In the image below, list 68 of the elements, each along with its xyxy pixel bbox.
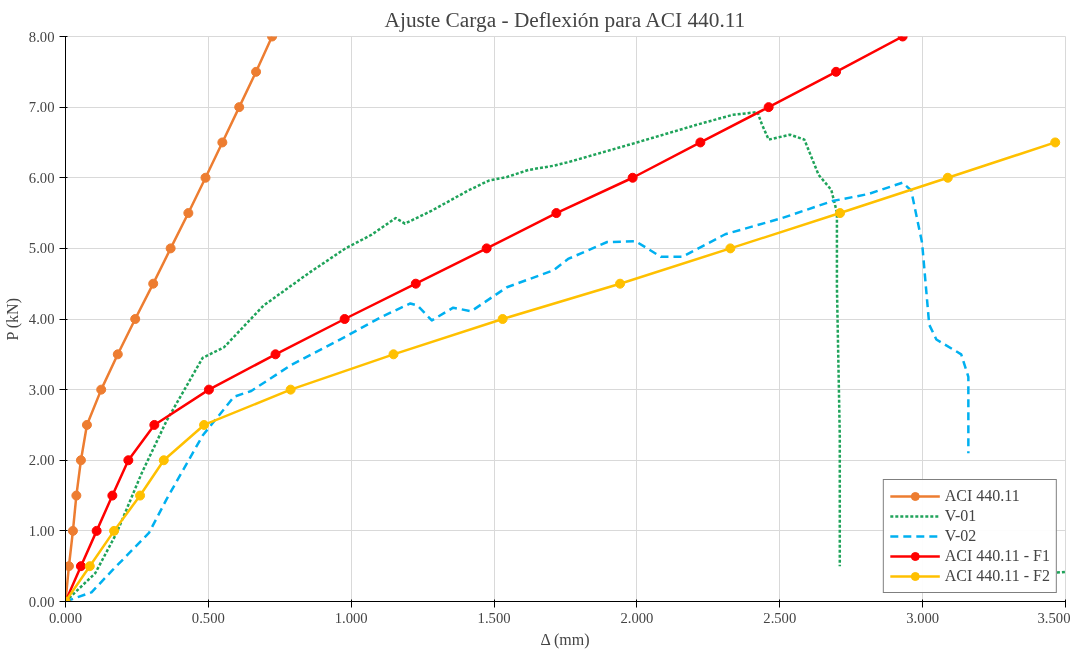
y-tick-label: 1.00 <box>28 522 55 539</box>
y-tick-label: 8.00 <box>28 28 55 45</box>
y-tick-label: 0.00 <box>28 593 55 610</box>
point <box>158 455 169 466</box>
point <box>123 455 134 466</box>
legend-label: ACI 440.11 - F2 <box>944 567 1050 585</box>
chart-title: Ajuste Carga - Deflexión para ACI 440.11 <box>384 7 746 32</box>
y-tick-label: 6.00 <box>28 169 55 186</box>
point <box>831 66 842 77</box>
legend-label: V-02 <box>944 527 977 545</box>
point <box>84 561 95 572</box>
point <box>497 314 508 324</box>
point <box>109 525 120 536</box>
x-tick-label: 0.500 <box>191 609 225 626</box>
point <box>203 384 214 395</box>
y-axis-title: P (kN) <box>3 298 22 341</box>
point <box>148 278 159 289</box>
point <box>339 314 350 324</box>
point <box>551 208 562 219</box>
x-tick-label: 0.000 <box>49 609 82 626</box>
point <box>285 384 296 395</box>
x-axis-title: Δ (mm) <box>540 630 590 649</box>
point <box>183 208 194 219</box>
point <box>67 525 78 536</box>
point <box>1050 137 1061 148</box>
point <box>96 384 107 395</box>
point <box>410 278 421 289</box>
point <box>149 419 160 430</box>
point <box>91 525 102 536</box>
point <box>725 243 736 254</box>
point <box>112 349 123 360</box>
legend-label: ACI 440.11 - F1 <box>944 547 1050 565</box>
y-tick-label: 5.00 <box>28 240 55 257</box>
y-tick-label: 7.00 <box>28 99 55 116</box>
point <box>234 102 245 113</box>
point <box>81 419 92 430</box>
point <box>65 561 74 572</box>
point <box>199 419 210 430</box>
x-tick-label: 1.000 <box>334 609 368 626</box>
point <box>107 490 118 501</box>
point <box>615 278 626 289</box>
point <box>71 490 82 501</box>
x-tick-label: 3.500 <box>1037 609 1071 626</box>
point <box>75 455 86 466</box>
point <box>835 208 846 219</box>
point <box>388 349 399 360</box>
point <box>270 349 281 360</box>
point <box>135 490 146 501</box>
x-tick-label: 2.000 <box>620 609 654 626</box>
y-tick-label: 3.00 <box>28 381 55 398</box>
point <box>130 314 141 324</box>
legend-label: V-01 <box>944 507 977 525</box>
point <box>251 66 262 77</box>
legend-label: ACI 440.11 <box>944 487 1020 505</box>
point <box>942 172 953 183</box>
x-tick-label: 3.000 <box>906 609 940 626</box>
point <box>481 243 492 254</box>
x-tick-label: 1.500 <box>477 609 511 626</box>
point <box>763 102 774 113</box>
point <box>165 243 176 254</box>
point <box>695 137 706 148</box>
point <box>75 561 86 572</box>
point <box>627 172 638 183</box>
y-tick-label: 2.00 <box>28 452 55 469</box>
point <box>200 172 211 183</box>
x-tick-label: 2.500 <box>763 609 797 626</box>
y-tick-label: 4.00 <box>28 311 55 327</box>
point <box>217 137 228 148</box>
